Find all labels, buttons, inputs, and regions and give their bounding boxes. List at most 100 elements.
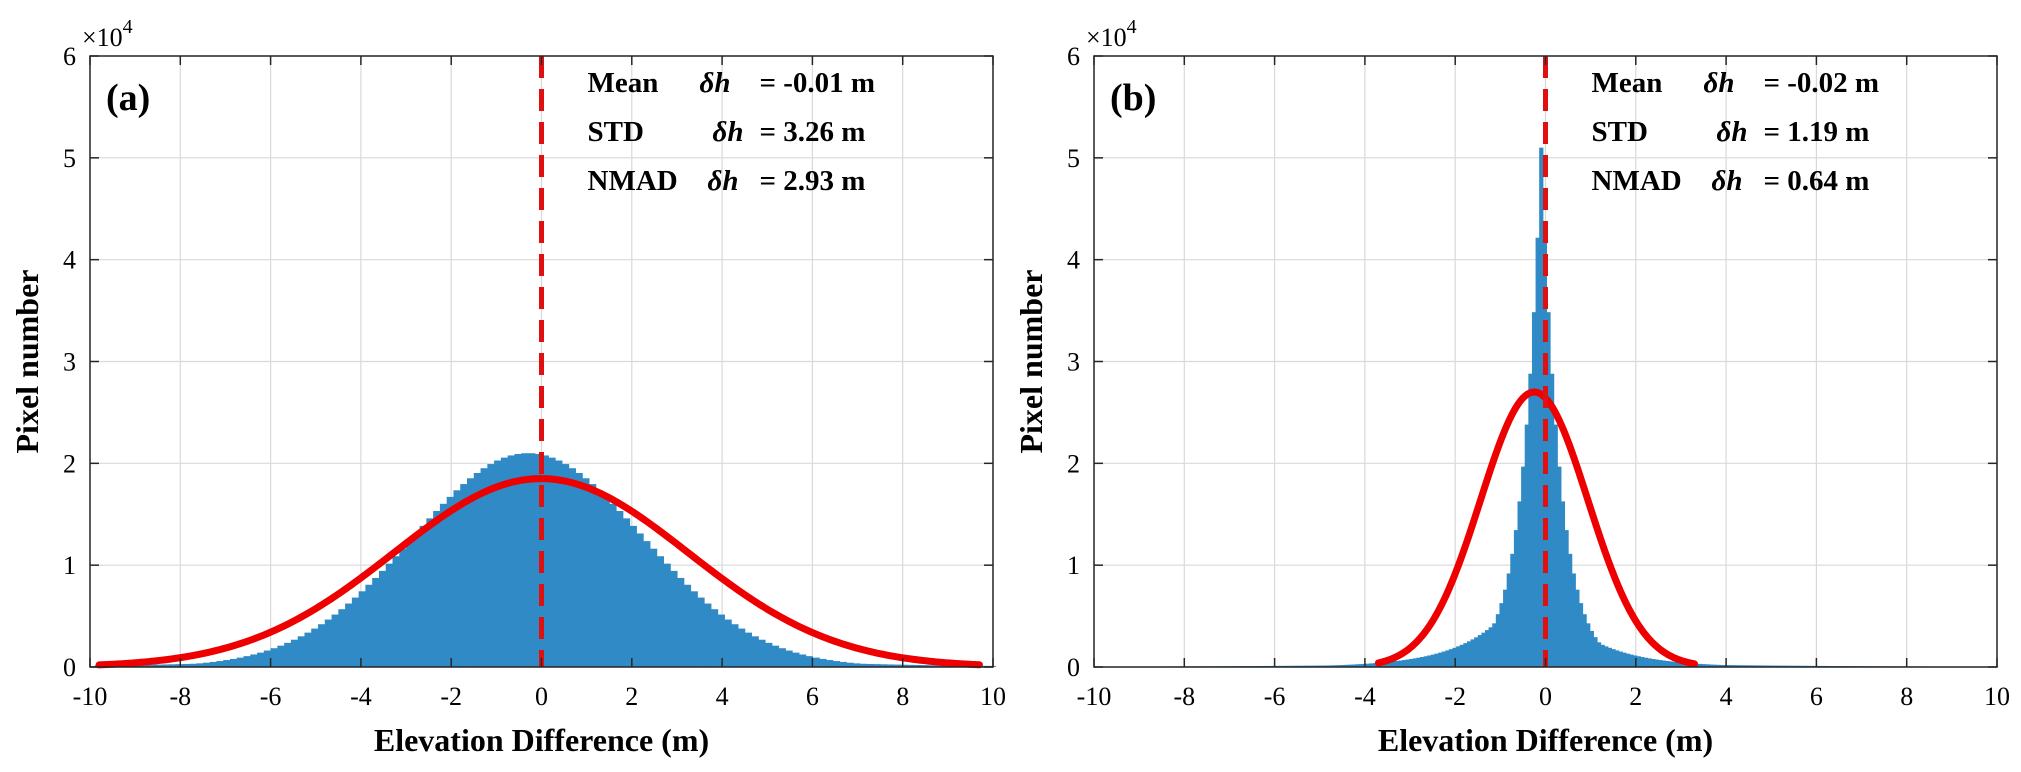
x-tick-label: 0 xyxy=(1539,682,1552,711)
histogram-bar xyxy=(460,484,467,667)
histogram-bar xyxy=(311,629,318,667)
y-tick-label: 2 xyxy=(63,449,76,478)
y-axis-multiplier: ×104 xyxy=(82,16,133,52)
histogram-bar xyxy=(393,556,400,667)
histogram-bar xyxy=(1395,661,1399,667)
histogram-bar xyxy=(799,654,806,667)
histogram-bar xyxy=(1619,652,1623,667)
histogram-bar xyxy=(1658,660,1662,667)
histogram-bar xyxy=(1644,658,1648,667)
histogram-bar xyxy=(1409,659,1413,667)
histogram-bar xyxy=(1424,656,1428,667)
stat-value: = 2.93 m xyxy=(760,165,866,197)
y-tick-label: 3 xyxy=(1067,348,1080,377)
histogram-bar xyxy=(1637,656,1641,667)
histogram-bar xyxy=(521,453,528,667)
stat-value: = 0.64 m xyxy=(1764,165,1870,197)
stat-value: = -0.01 m xyxy=(760,67,876,99)
y-axis-multiplier-exponent: 4 xyxy=(123,16,133,38)
histogram-bar xyxy=(1532,312,1536,667)
histogram-bar xyxy=(514,454,521,667)
y-tick-label: 5 xyxy=(63,144,76,173)
stat-value: = -0.02 m xyxy=(1764,67,1880,99)
histogram-bar xyxy=(474,473,481,667)
histogram-bar xyxy=(1615,650,1619,667)
x-tick-label: 0 xyxy=(535,682,548,711)
histogram-bar xyxy=(602,497,609,667)
histogram-bar xyxy=(738,629,745,667)
histogram-bar xyxy=(779,648,786,667)
histogram-bar xyxy=(433,511,440,667)
histogram-bar xyxy=(1503,590,1507,667)
histogram-bar xyxy=(1604,646,1608,667)
histogram-bar xyxy=(501,458,508,667)
histogram-bar xyxy=(1445,650,1449,667)
histogram-bar xyxy=(724,620,731,667)
histogram-bar xyxy=(1557,467,1561,667)
histogram-bar xyxy=(677,578,684,667)
histogram-bar xyxy=(1499,603,1503,667)
histogram-bar xyxy=(250,654,257,667)
histogram-bar xyxy=(792,653,799,667)
x-tick-label: 2 xyxy=(625,682,638,711)
x-tick-label: -8 xyxy=(169,682,191,711)
histogram-bar xyxy=(271,648,278,667)
stat-symbol: δh xyxy=(700,67,731,99)
histogram-bar xyxy=(1666,661,1670,667)
histogram-bar xyxy=(1590,631,1594,667)
histogram-bar xyxy=(210,662,217,667)
histogram-bar xyxy=(1554,425,1558,667)
histogram-bar xyxy=(1550,374,1554,667)
histogram-bar xyxy=(1586,623,1590,667)
x-tick-label: -2 xyxy=(1444,682,1466,711)
histogram-bar xyxy=(304,633,311,667)
histogram-bar xyxy=(697,598,704,667)
histogram-bar xyxy=(1539,148,1543,667)
histogram-bar xyxy=(230,659,237,667)
histogram-bar xyxy=(1481,633,1485,667)
histogram-bar xyxy=(325,620,332,667)
histogram-bar xyxy=(1413,658,1417,667)
x-tick-label: -4 xyxy=(1354,682,1376,711)
histogram-bar xyxy=(745,633,752,667)
histogram-bar xyxy=(1431,655,1435,667)
histogram-bar xyxy=(663,564,670,667)
x-axis-label: Elevation Difference (m) xyxy=(1378,722,1713,758)
histogram-bar xyxy=(338,609,345,667)
histogram-bar xyxy=(1510,554,1514,667)
histogram-bar xyxy=(555,461,562,667)
histogram-bar xyxy=(1449,649,1453,667)
x-tick-label: -4 xyxy=(350,682,372,711)
y-tick-label: 0 xyxy=(1067,653,1080,682)
y-tick-label: 4 xyxy=(1067,246,1080,275)
histogram-bar xyxy=(1460,645,1464,667)
y-tick-label: 6 xyxy=(63,42,76,71)
stat-name: NMAD xyxy=(1592,165,1682,197)
histogram-bar xyxy=(352,598,359,667)
histogram-bar xyxy=(1416,658,1420,667)
histogram-bar xyxy=(1434,654,1438,667)
histogram-bar xyxy=(1626,654,1630,667)
histogram-bar xyxy=(657,556,664,667)
histogram-bar xyxy=(406,541,413,667)
histogram-bar xyxy=(420,526,427,667)
histogram-bar xyxy=(372,578,379,667)
stat-symbol: δh xyxy=(1704,67,1735,99)
histogram-bar xyxy=(765,643,772,667)
x-tick-label: -6 xyxy=(260,682,282,711)
histogram-bar xyxy=(772,646,779,667)
x-tick-label: 10 xyxy=(1984,682,2010,711)
histogram-bar xyxy=(379,571,386,667)
histogram-bar xyxy=(1398,661,1402,667)
histogram-bar xyxy=(277,646,284,667)
histogram-bar xyxy=(1514,530,1518,667)
histogram-bar xyxy=(1402,660,1406,667)
stat-value: = 3.26 m xyxy=(760,116,866,148)
histogram-bar xyxy=(819,659,826,667)
histogram-bar xyxy=(447,497,454,667)
x-axis-label: Elevation Difference (m) xyxy=(374,722,709,758)
y-axis-label: Pixel number xyxy=(9,270,45,454)
histogram-bar xyxy=(1611,649,1615,667)
histogram-bar xyxy=(812,658,819,667)
